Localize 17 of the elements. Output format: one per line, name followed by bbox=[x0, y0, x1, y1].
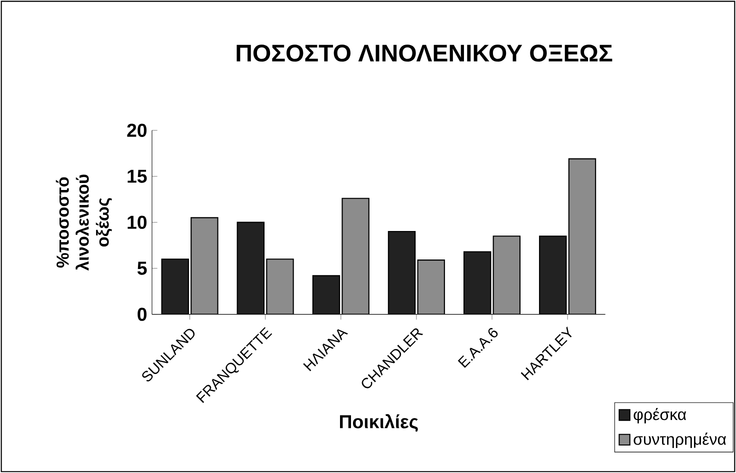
y-tick-label: 10 bbox=[128, 216, 147, 229]
bar bbox=[539, 236, 567, 314]
y-tick-label: 0 bbox=[138, 308, 147, 321]
legend-label: συντηρημένα bbox=[634, 432, 726, 448]
bar bbox=[463, 251, 492, 314]
bar bbox=[161, 258, 189, 314]
bar bbox=[236, 222, 265, 314]
x-axis-title: Ποικιλίες bbox=[340, 414, 418, 432]
bar bbox=[312, 275, 340, 314]
y-axis-title: %ποσοστό λινολενικού οξέως bbox=[56, 174, 112, 271]
bar bbox=[492, 236, 521, 314]
legend-label: φρέσκα bbox=[634, 408, 686, 424]
y-tick-label: 20 bbox=[127, 124, 147, 137]
y-tick-label: 5 bbox=[137, 262, 147, 275]
chart-title: ΠΟΣΟΣΤΟ ΛΙΝΟΛΕΝΙΚΟΥ ΟΞΕΩΣ bbox=[236, 44, 612, 62]
y-tick-label: 15 bbox=[128, 170, 147, 183]
bar bbox=[388, 230, 416, 314]
